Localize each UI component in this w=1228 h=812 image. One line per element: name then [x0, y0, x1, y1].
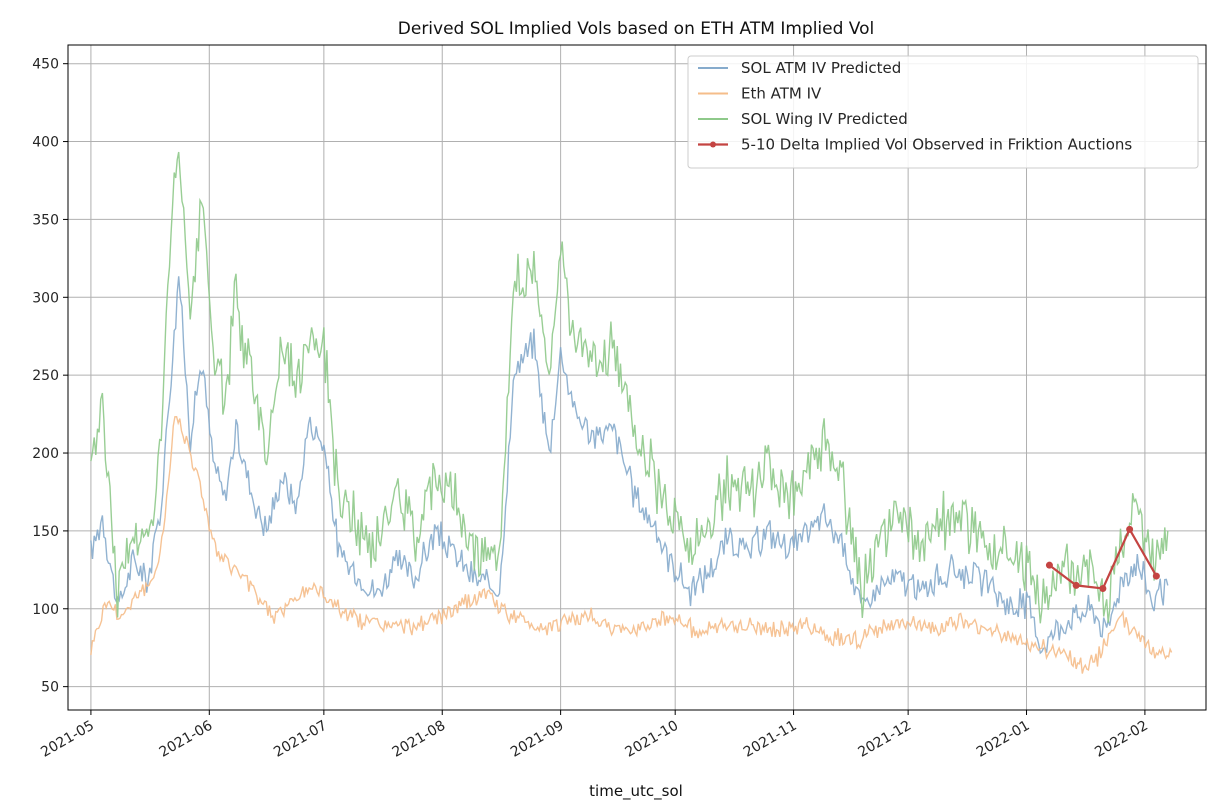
legend: SOL ATM IV Predicted Eth ATM IV SOL Wing I… — [687, 55, 1199, 169]
x-tick-label: 2021-11 — [741, 718, 800, 761]
series-3 — [1045, 525, 1160, 593]
series-2 — [90, 151, 1169, 624]
x-tick-label: 2022-02 — [1092, 718, 1151, 761]
series-layer — [90, 151, 1173, 674]
series-line — [90, 151, 1169, 624]
y-tick-label: 350 — [32, 212, 59, 228]
legend-item: 5-10 Delta Implied Vol Observed in Frikt… — [698, 136, 1132, 154]
y-tick-label: 400 — [32, 135, 59, 151]
legend-label: Eth ATM IV — [741, 85, 822, 103]
data-point — [1152, 572, 1160, 580]
y-tick-label: 50 — [41, 680, 59, 696]
chart-title: Derived SOL Implied Vols based on ETH AT… — [398, 19, 874, 39]
x-tick-label: 2021-07 — [271, 718, 330, 761]
legend-label: SOL ATM IV Predicted — [741, 59, 901, 77]
legend-item: Eth ATM IV — [698, 85, 822, 103]
series-line — [90, 415, 1173, 674]
y-tick-label: 150 — [32, 524, 59, 540]
grid — [68, 45, 1206, 710]
series-line — [90, 276, 1169, 655]
series-0 — [90, 276, 1169, 655]
x-axis-label: time_utc_sol — [589, 782, 683, 801]
legend-item: SOL ATM IV Predicted — [698, 59, 901, 77]
axes — [67, 44, 1207, 711]
x-tick-label: 2021-06 — [157, 718, 216, 761]
legend-marker — [710, 141, 716, 148]
data-point — [1045, 561, 1053, 569]
x-tick-label: 2022-01 — [974, 718, 1033, 761]
legend-label: 5-10 Delta Implied Vol Observed in Frikt… — [741, 136, 1132, 154]
x-tick-label: 2021-12 — [855, 718, 914, 761]
y-tick-label: 450 — [32, 57, 59, 73]
x-tick-label: 2021-09 — [508, 718, 567, 761]
y-tick-label: 200 — [32, 446, 59, 462]
legend-label: SOL Wing IV Predicted — [741, 110, 908, 128]
x-tick-label: 2021-08 — [390, 718, 449, 761]
legend-box — [687, 55, 1199, 169]
y-tick-label: 300 — [32, 290, 59, 306]
y-tick-label: 100 — [32, 602, 59, 618]
y-tick-label: 250 — [32, 368, 59, 384]
x-tick-label: 2021-05 — [38, 718, 97, 761]
data-point — [1126, 525, 1134, 533]
data-point — [1099, 585, 1107, 593]
series-1 — [90, 415, 1173, 674]
x-tick-label: 2021-10 — [623, 718, 682, 761]
axes-frame — [67, 44, 1207, 711]
legend-item: SOL Wing IV Predicted — [698, 110, 908, 128]
data-point — [1072, 581, 1080, 589]
